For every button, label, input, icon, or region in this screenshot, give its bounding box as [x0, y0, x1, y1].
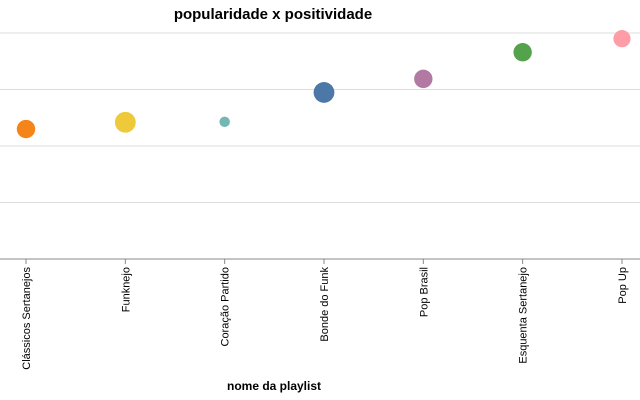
x-tick-label: Clássicos Sertanejos	[21, 267, 33, 370]
data-point[interactable]	[16, 119, 36, 139]
x-axis: Clássicos Sertanejos Funknejo Coração Part…	[0, 258, 640, 370]
x-axis-title: nome da playlist	[227, 379, 321, 393]
data-points	[16, 30, 631, 139]
x-tick-label: Funknejo	[120, 267, 132, 312]
x-tick-label: Coração Partido	[220, 267, 232, 347]
data-point[interactable]	[313, 82, 335, 103]
data-point[interactable]	[414, 69, 433, 89]
x-tick-label: Pop Up	[617, 267, 629, 304]
x-tick-label: Bonde do Funk	[319, 267, 331, 342]
data-point[interactable]	[513, 43, 532, 62]
x-tick-label: Esquenta Sertanejo	[518, 267, 530, 364]
gridlines	[0, 32, 640, 203]
x-tick-label: Pop Brasil	[418, 267, 430, 317]
data-point[interactable]	[114, 111, 136, 133]
data-point[interactable]	[219, 116, 230, 128]
data-point[interactable]	[613, 30, 631, 48]
chart-title: popularidade x positividade	[174, 6, 372, 23]
